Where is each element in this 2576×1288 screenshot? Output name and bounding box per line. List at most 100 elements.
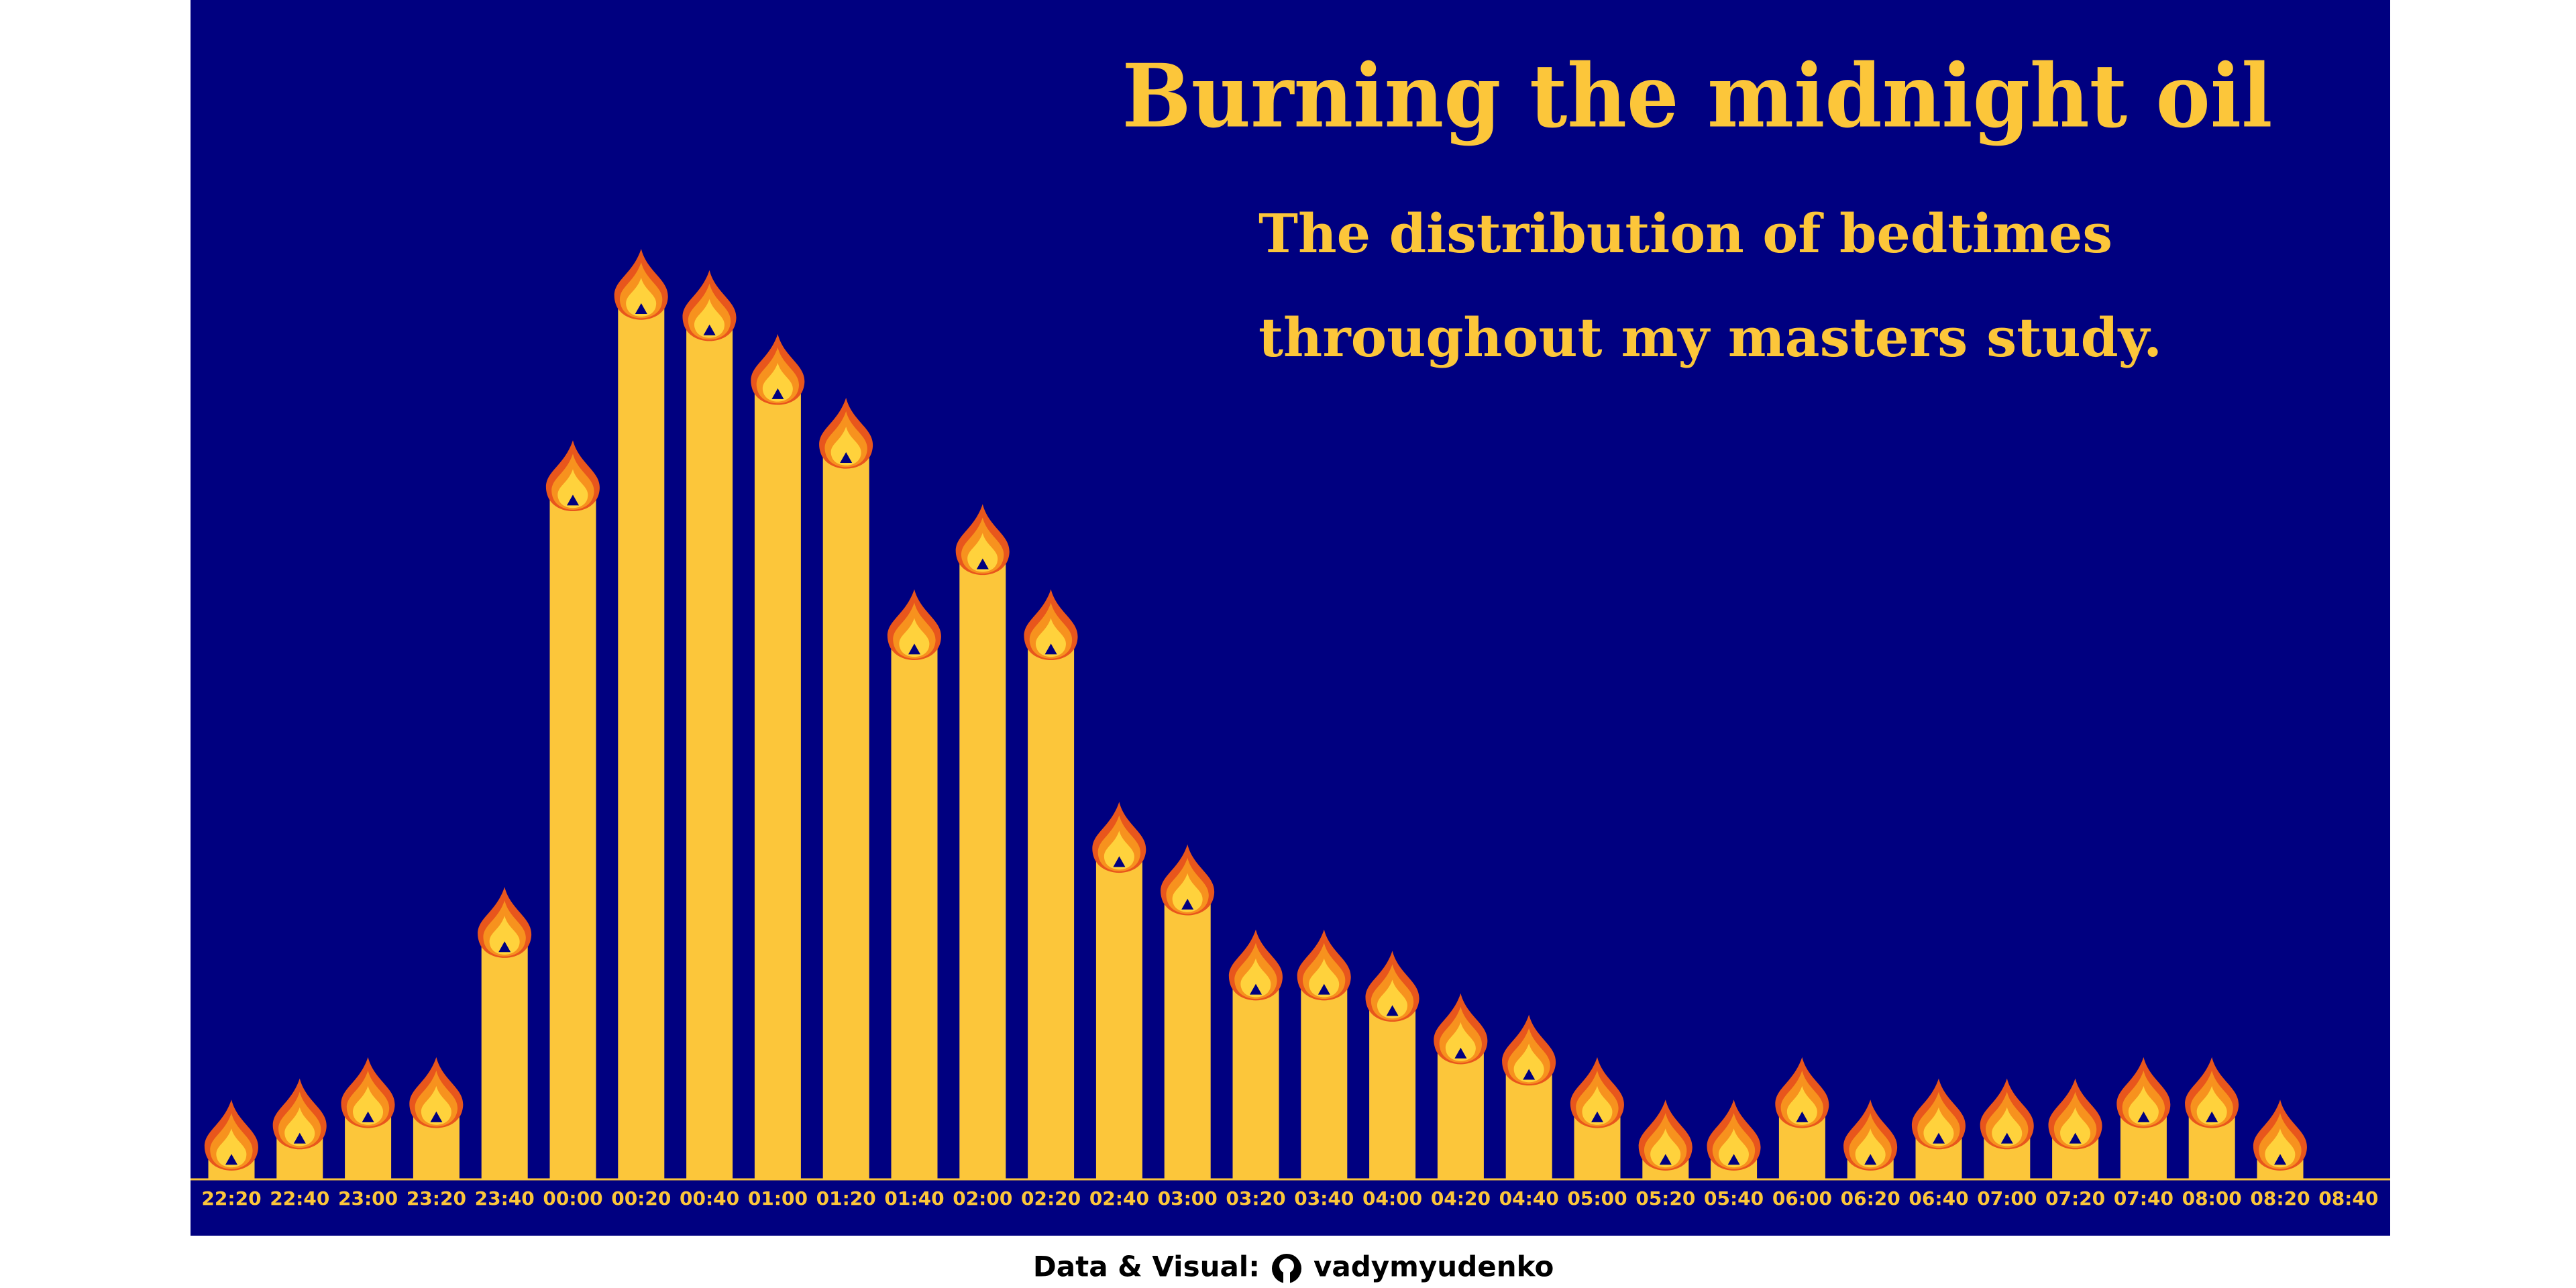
wick [2206, 1111, 2218, 1122]
wick [1591, 1111, 1603, 1122]
github-icon [1272, 1254, 1301, 1283]
flame [1104, 830, 1134, 870]
wick [1796, 1111, 1809, 1122]
wick [2000, 1132, 2013, 1144]
bar [686, 328, 733, 1180]
x-tick-label: 03:20 [1226, 1187, 1285, 1210]
x-tick-label: 23:00 [338, 1187, 398, 1210]
bar [618, 307, 665, 1179]
wick [1864, 1154, 1877, 1165]
flame [1855, 1128, 1886, 1168]
x-tick-label: 01:20 [816, 1187, 876, 1210]
flame [1719, 1128, 1750, 1168]
bar [1232, 987, 1279, 1179]
bar [1028, 647, 1075, 1179]
bar [891, 647, 938, 1179]
wick [2137, 1111, 2150, 1122]
bar [1164, 902, 1211, 1179]
x-tick-label: 05:40 [1704, 1187, 1764, 1210]
flame [1650, 1128, 1681, 1168]
flame [762, 362, 793, 402]
flame [284, 1107, 315, 1146]
wick [1318, 983, 1330, 995]
x-tick-label: 07:00 [1977, 1187, 2037, 1210]
flame [2060, 1107, 2091, 1146]
wick [1113, 856, 1126, 867]
wick [1933, 1132, 1945, 1144]
wick [1454, 1047, 1467, 1059]
x-tick-label: 07:20 [2045, 1187, 2105, 1210]
x-tick-label: 02:00 [953, 1187, 1012, 1210]
wick [362, 1111, 374, 1122]
bar [754, 392, 801, 1179]
chart-title: Burning the midnight oil [1122, 45, 2273, 148]
wick [1386, 1005, 1399, 1016]
wick [430, 1111, 443, 1122]
flame [1240, 958, 1271, 998]
x-tick-label: 06:20 [1841, 1187, 1900, 1210]
x-tick-label: 22:20 [201, 1187, 261, 1210]
flame [557, 469, 588, 508]
x-tick-label: 04:20 [1431, 1187, 1491, 1210]
wick [1250, 983, 1262, 995]
x-tick-label: 08:40 [2318, 1187, 2378, 1210]
flame [2196, 1085, 2227, 1125]
x-tick-label: 03:00 [1158, 1187, 1218, 1210]
wick [1659, 1154, 1672, 1165]
x-tick-label: 07:40 [2114, 1187, 2174, 1210]
flame [1582, 1085, 1613, 1125]
x-tick-label: 04:00 [1362, 1187, 1422, 1210]
flame [1309, 958, 1340, 998]
x-tick-label: 08:20 [2250, 1187, 2310, 1210]
flame [2128, 1085, 2159, 1125]
x-tick-label: 00:20 [611, 1187, 671, 1210]
bar [1301, 987, 1348, 1179]
wick [1523, 1069, 1536, 1080]
wick [2274, 1154, 2286, 1165]
wick [2069, 1132, 2082, 1144]
flame [489, 916, 520, 955]
flame [1377, 979, 1408, 1019]
x-tick-label: 04:40 [1499, 1187, 1559, 1210]
flame [1513, 1043, 1544, 1083]
wick [908, 643, 920, 655]
flame [216, 1128, 247, 1168]
x-tick-label: 22:40 [270, 1187, 329, 1210]
bar [481, 945, 528, 1179]
flame [2265, 1128, 2296, 1168]
flame [1923, 1107, 1954, 1146]
x-tick-label: 01:40 [884, 1187, 944, 1210]
bar [959, 562, 1006, 1179]
wick [293, 1132, 306, 1144]
x-tick-label: 02:20 [1021, 1187, 1081, 1210]
x-tick-label: 23:20 [407, 1187, 466, 1210]
x-tick-label: 06:40 [1909, 1187, 1968, 1210]
flame [1992, 1107, 2023, 1146]
flame [1786, 1085, 1817, 1125]
flame [967, 533, 998, 572]
bar [1095, 860, 1142, 1179]
flame [830, 426, 861, 466]
x-tick-label: 00:00 [543, 1187, 602, 1210]
wick [840, 451, 853, 463]
chart-subtitle: The distribution of bedtimes [1258, 202, 2112, 265]
wick [225, 1154, 237, 1165]
x-tick-label: 05:00 [1567, 1187, 1627, 1210]
flame [1172, 873, 1203, 912]
wick [498, 941, 511, 953]
footer-author: vadymyudenko [1313, 1250, 1554, 1283]
wick [976, 558, 989, 570]
bar [1369, 1009, 1416, 1179]
flame [1036, 618, 1067, 657]
wick [567, 494, 579, 506]
flame [899, 618, 930, 657]
bar [1437, 1051, 1484, 1179]
x-tick-label: 00:40 [680, 1187, 739, 1210]
chart-subtitle: throughout my masters study. [1258, 306, 2162, 369]
x-tick-label: 08:00 [2182, 1187, 2242, 1210]
flame [353, 1085, 384, 1125]
wick [771, 388, 784, 399]
x-tick-label: 23:40 [475, 1187, 535, 1210]
